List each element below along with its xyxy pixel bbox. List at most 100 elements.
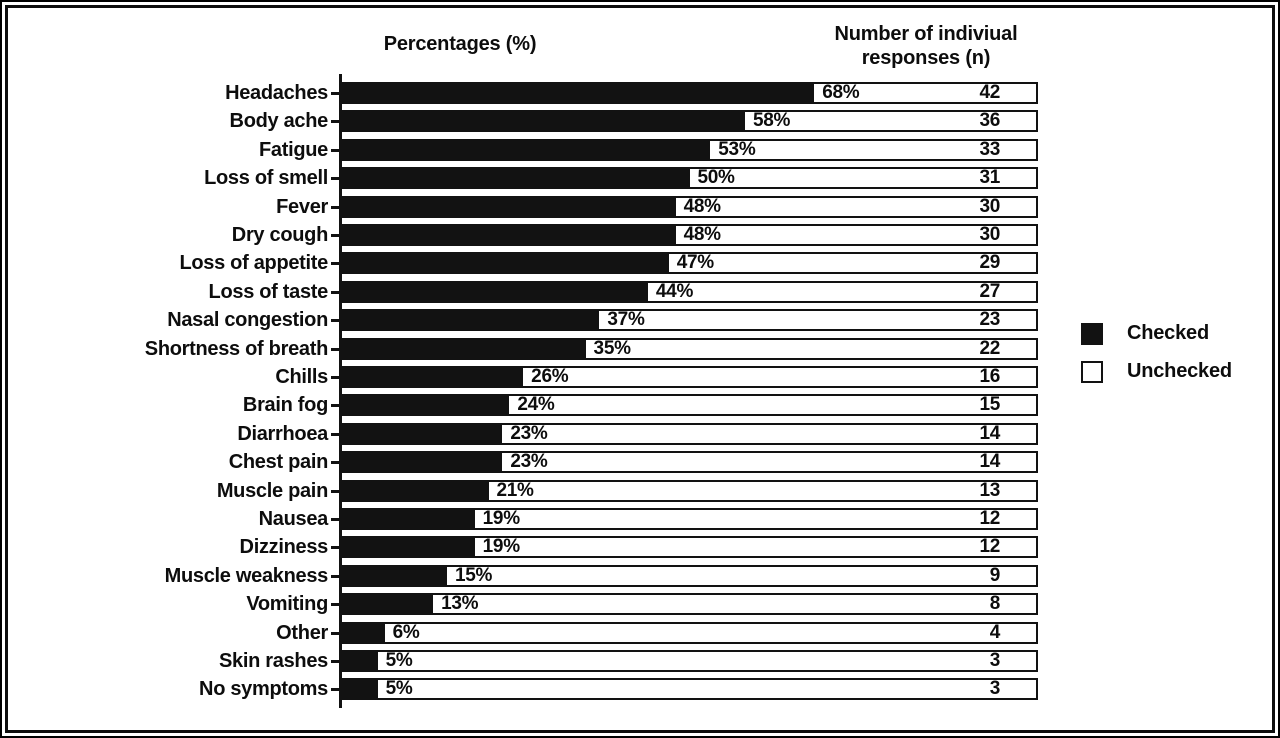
- category-label: Dry cough: [231, 224, 329, 246]
- bar-fill-checked: [343, 254, 669, 273]
- bar-track-unchecked: 58% 36: [341, 110, 1038, 133]
- axis-tick: [331, 234, 340, 237]
- category-label: Loss of appetite: [179, 252, 328, 275]
- n-responses-value: 12: [979, 536, 1000, 558]
- category-label: Chest pain: [228, 451, 329, 474]
- percent-label: 13%: [441, 593, 479, 615]
- n-responses-value: 29: [979, 252, 1000, 274]
- n-responses-title: Number of indiviual responses (n): [834, 23, 1018, 69]
- n-responses-value: 22: [979, 337, 1000, 359]
- percent-label: 23%: [510, 451, 548, 473]
- axis-tick: [331, 347, 340, 351]
- n-responses-value: 30: [979, 195, 1000, 217]
- bar-fill-checked: [343, 424, 503, 443]
- bar-fill-checked: [343, 282, 648, 301]
- percent-label: 68%: [822, 82, 860, 103]
- bar-row: Muscle weakness 15% 9: [0, 564, 1100, 587]
- axis-tick: [331, 461, 340, 465]
- legend-label-unchecked: Unchecked: [1127, 360, 1232, 382]
- bar-fill-checked: [343, 396, 510, 415]
- axis-tick: [331, 205, 340, 209]
- n-responses-value: 16: [979, 366, 1000, 387]
- bar-fill-checked: [343, 623, 385, 642]
- bar-fill-checked: [343, 140, 711, 159]
- bar-row: Nausea 19% 12: [0, 508, 1100, 530]
- bar-fill-checked: [343, 339, 586, 358]
- n-responses-value: 9: [989, 564, 1001, 586]
- bar-row: Loss of appetite 47% 29: [0, 252, 1100, 275]
- category-label: Nausea: [258, 508, 329, 530]
- axis-tick: [331, 660, 340, 663]
- category-label: Nasal congestion: [167, 309, 328, 332]
- category-label: Dizziness: [239, 536, 329, 559]
- category-label: Loss of smell: [204, 167, 328, 190]
- bar-track-unchecked: 37% 23: [341, 309, 1038, 332]
- n-responses-value: 23: [979, 309, 1000, 331]
- legend: Checked Unchecked: [1081, 322, 1232, 398]
- axis-tick: [331, 92, 340, 95]
- category-label: Muscle pain: [216, 479, 328, 502]
- axis-tick: [331, 574, 340, 578]
- checked-swatch-icon: [1081, 322, 1103, 345]
- axis-tick: [331, 518, 340, 521]
- bar-fill-checked: [343, 510, 475, 528]
- axis-tick: [331, 177, 340, 181]
- bar-track-unchecked: 47% 29: [341, 252, 1038, 275]
- bar-track-unchecked: 53% 33: [341, 138, 1038, 161]
- bar-track-unchecked: 35% 22: [341, 337, 1038, 360]
- bar-fill-checked: [343, 595, 434, 614]
- n-responses-value: 42: [979, 82, 1000, 103]
- bar-track-unchecked: 44% 27: [341, 280, 1038, 303]
- category-label: Other: [276, 621, 328, 644]
- percent-label: 19%: [482, 536, 520, 558]
- percent-label: 58%: [752, 110, 791, 132]
- bar-fill-checked: [343, 652, 378, 670]
- bar-fill-checked: [343, 112, 745, 131]
- n-responses-value: 13: [979, 479, 1000, 501]
- category-label: Headaches: [225, 82, 328, 104]
- percent-label: 5%: [385, 650, 413, 671]
- n-responses-value: 33: [979, 138, 1000, 160]
- bar-row: Dizziness 19% 12: [0, 536, 1100, 559]
- bar-row: Fatigue 53% 33: [0, 138, 1100, 161]
- bar-track-unchecked: 23% 14: [341, 451, 1038, 474]
- bar-row: Brain fog 24% 15: [0, 394, 1100, 417]
- bar-track-unchecked: 13% 8: [341, 593, 1038, 616]
- category-label: Vomiting: [246, 593, 328, 616]
- n-responses-value: 15: [979, 394, 1000, 416]
- bar-fill-checked: [343, 368, 524, 386]
- n-responses-value: 27: [979, 280, 1000, 302]
- bar-row: Chills 26% 16: [0, 366, 1100, 388]
- category-axis-line: [339, 74, 342, 708]
- axis-tick: [331, 688, 340, 692]
- bar-fill-checked: [343, 566, 447, 585]
- bar-fill-checked: [343, 311, 600, 330]
- axis-tick: [331, 262, 340, 266]
- bar-row: Headaches 68% 42: [0, 82, 1100, 104]
- percent-label: 53%: [718, 138, 756, 160]
- axis-tick: [331, 603, 340, 607]
- bar-fill-checked: [343, 680, 378, 699]
- bar-track-unchecked: 48% 30: [341, 195, 1038, 218]
- bar-track-unchecked: 24% 15: [341, 394, 1038, 417]
- category-label: Loss of taste: [208, 280, 329, 303]
- bar-fill-checked: [343, 84, 815, 102]
- category-label: Skin rashes: [219, 650, 328, 672]
- axis-tick: [331, 404, 340, 408]
- n-responses-value: 8: [989, 593, 1001, 615]
- category-label: Diarrhoea: [237, 422, 328, 445]
- percent-label: 50%: [697, 167, 735, 189]
- percent-axis-title: Percentages (%): [383, 33, 537, 55]
- percent-label: 44%: [655, 280, 694, 302]
- bar-track-unchecked: 26% 16: [341, 366, 1038, 388]
- n-responses-value: 12: [979, 508, 1000, 529]
- n-responses-value: 3: [989, 678, 1001, 700]
- bar-row: Loss of taste 44% 27: [0, 280, 1100, 303]
- bar-fill-checked: [343, 169, 690, 188]
- axis-tick: [331, 376, 340, 379]
- bar-row: Nasal congestion 37% 23: [0, 309, 1100, 332]
- n-responses-value: 30: [979, 224, 1000, 245]
- axis-tick: [331, 432, 340, 436]
- percent-label: 26%: [531, 366, 569, 387]
